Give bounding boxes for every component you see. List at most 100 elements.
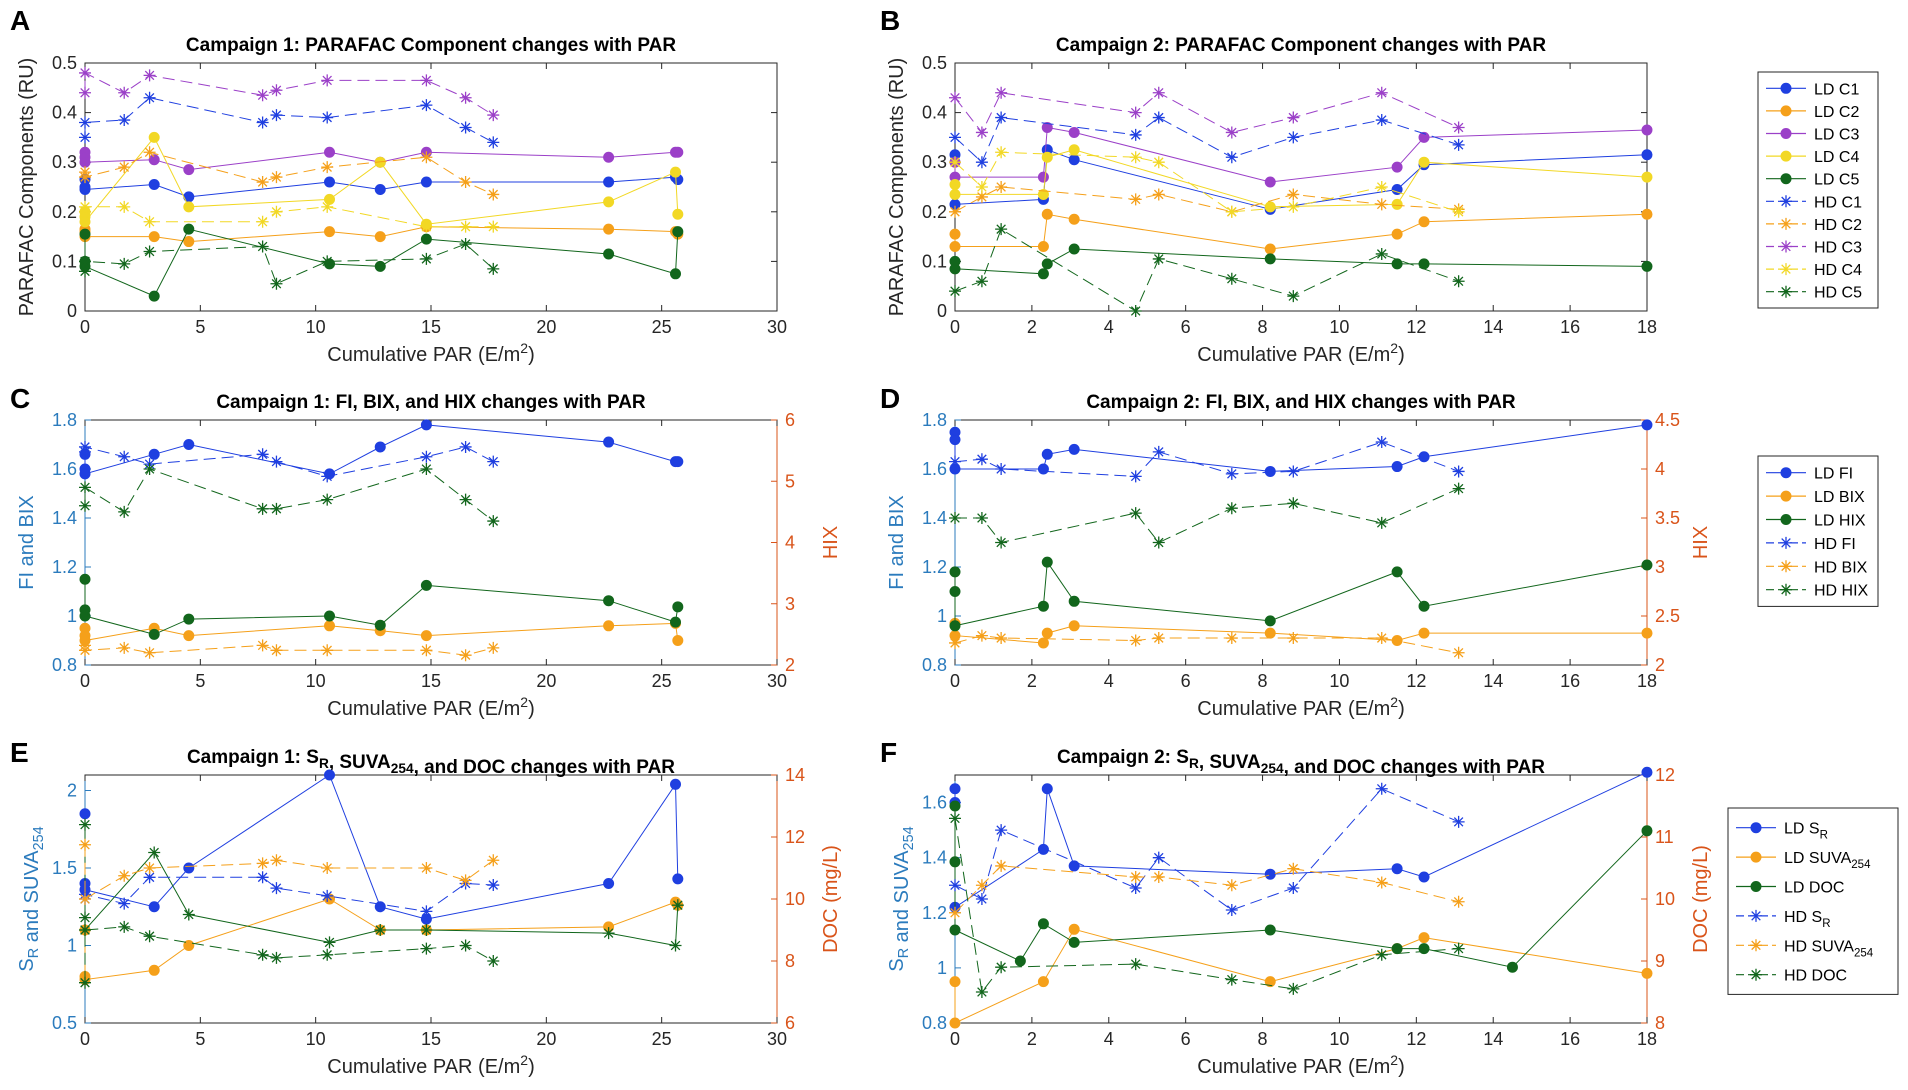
y-tick-label: 1: [67, 606, 77, 626]
x-tick-label: 4: [1104, 1029, 1114, 1049]
data-point: [1452, 815, 1465, 828]
x-tick-label: 5: [195, 317, 205, 337]
series-hd-c3: [79, 66, 500, 122]
series-line: [84, 136, 679, 225]
y-tick-label: 0.8: [52, 655, 77, 675]
data-point: [148, 131, 160, 143]
data-point: [949, 566, 961, 578]
data-point: [1452, 895, 1465, 908]
x-tick-label: 30: [767, 317, 787, 337]
data-point: [256, 871, 269, 884]
legend-marker: [1780, 173, 1792, 185]
data-point: [975, 453, 988, 466]
data-point: [975, 879, 988, 892]
y-tick-label: 1: [937, 606, 947, 626]
data-point: [1375, 632, 1388, 645]
data-point: [1037, 268, 1049, 280]
data-point: [79, 216, 91, 228]
data-point: [949, 856, 961, 868]
series-ld-c4: [79, 131, 684, 230]
data-point: [949, 188, 961, 200]
data-point: [256, 176, 269, 189]
data-point: [1037, 918, 1049, 930]
data-point: [975, 190, 988, 203]
legend-marker: [1780, 195, 1792, 208]
data-point: [1264, 465, 1276, 477]
data-point: [1287, 881, 1300, 894]
x-tick-label: 16: [1560, 671, 1580, 691]
legend-label: HD HIX: [1814, 583, 1869, 600]
data-point: [1375, 247, 1388, 260]
x-axis-label: Cumulative PAR (E/m2): [1197, 694, 1404, 720]
legend-label: HD BIX: [1814, 559, 1868, 576]
data-point: [256, 116, 269, 129]
x-tick-label: 15: [421, 317, 441, 337]
y-axis-label: FI and BIX: [886, 495, 908, 590]
data-point: [1287, 632, 1300, 645]
chart-title: Campaign 2: SR, SUVA254, and DOC changes…: [1057, 747, 1545, 778]
x-tick-label: 0: [950, 671, 960, 691]
data-point: [949, 879, 961, 892]
data-point: [270, 951, 283, 964]
y-tick-label: 1.4: [922, 508, 947, 528]
data-point: [79, 440, 91, 453]
data-point: [420, 942, 433, 955]
y-tick-right-label: 2: [1655, 655, 1665, 675]
legend-label: LD SR: [1784, 821, 1828, 842]
x-axis-label: Cumulative PAR (E/m2): [327, 340, 534, 366]
series-line: [954, 186, 1459, 213]
legend-marker: [1750, 939, 1762, 952]
data-point: [79, 200, 91, 213]
series-ld-suva-254: [949, 923, 1653, 1029]
y-tick-right-label: 10: [1655, 889, 1675, 909]
data-point: [672, 456, 684, 468]
data-point: [420, 644, 433, 657]
data-point: [949, 156, 961, 169]
data-point: [79, 183, 91, 195]
series-line: [955, 488, 1459, 544]
series-hd-doc: [949, 812, 1465, 998]
data-point: [603, 196, 615, 208]
data-point: [321, 255, 334, 268]
data-point: [1375, 516, 1388, 529]
series-hd-s-r: [79, 871, 500, 918]
data-point: [1152, 445, 1165, 458]
y-tick-right-label: 4.5: [1655, 410, 1680, 430]
data-point: [949, 512, 961, 524]
x-tick-label: 8: [1258, 317, 1268, 337]
data-point: [1641, 825, 1653, 837]
data-point: [321, 862, 334, 874]
y-tick-right-label: 2.5: [1655, 606, 1680, 626]
data-point: [270, 205, 283, 218]
data-point: [420, 450, 433, 463]
data-point: [949, 434, 961, 446]
data-point: [79, 156, 91, 168]
data-point: [670, 616, 682, 628]
y-tick-right-label: 8: [1655, 1013, 1665, 1033]
data-point: [949, 976, 961, 988]
series-line: [84, 72, 494, 116]
data-point: [324, 769, 336, 781]
y-tick-right-label: 14: [785, 765, 805, 785]
data-point: [79, 911, 91, 924]
data-point: [459, 874, 472, 887]
chart-title: Campaign 1: PARAFAC Component changes wi…: [186, 35, 676, 56]
data-point: [487, 220, 500, 233]
data-point: [1129, 128, 1142, 141]
series-line: [954, 149, 1648, 210]
series-line: [954, 771, 1648, 909]
data-point: [1225, 467, 1238, 480]
data-point: [672, 208, 684, 220]
y-tick-label: 0.4: [52, 103, 77, 123]
y-tick-label: 0.2: [52, 202, 77, 222]
data-point: [1225, 632, 1238, 645]
data-point: [79, 499, 91, 512]
data-point: [487, 854, 500, 867]
data-point: [374, 231, 386, 243]
legend-marker: [1750, 822, 1762, 834]
data-point: [1452, 138, 1465, 151]
data-point: [1152, 188, 1165, 201]
legend-marker: [1780, 105, 1792, 117]
legend-box: [1757, 455, 1879, 607]
